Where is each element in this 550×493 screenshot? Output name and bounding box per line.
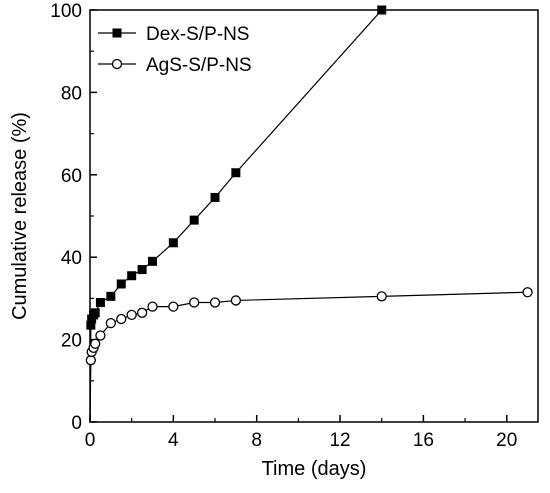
data-point	[90, 338, 101, 349]
data-point	[90, 308, 100, 318]
data-point	[147, 301, 158, 312]
data-point	[136, 307, 148, 318]
data-point	[85, 355, 96, 366]
data-point	[95, 298, 105, 308]
data-point	[168, 301, 179, 312]
y-tick-label: 80	[61, 83, 82, 104]
data-point	[105, 317, 116, 329]
data-point	[377, 5, 387, 15]
data-point	[376, 291, 387, 302]
data-point	[168, 238, 178, 248]
data-point	[189, 297, 200, 308]
data-point	[126, 309, 137, 321]
data-point	[106, 291, 116, 301]
x-tick-label: 8	[251, 430, 262, 451]
data-point	[116, 279, 126, 289]
legend-label: AgS-S/P-NS	[146, 55, 252, 76]
legend-item: Dex-S/P-NS	[98, 24, 249, 45]
y-tick-label: 0	[71, 413, 82, 434]
y-tick-label: 40	[61, 248, 82, 269]
y-axis: 0 20 40 60 80 100	[50, 1, 97, 434]
y-tick-label: 100	[50, 1, 82, 22]
data-point	[210, 192, 220, 202]
data-point	[522, 287, 533, 298]
x-tick-label: 12	[329, 430, 350, 451]
series-line	[89, 291, 528, 423]
data-point	[86, 320, 96, 330]
legend-marker	[111, 58, 123, 70]
data-point	[231, 168, 241, 178]
data-point	[230, 295, 242, 306]
data-point	[148, 256, 158, 266]
x-axis: 0 4 8 12 16 20	[85, 415, 517, 451]
y-tick-label: 60	[61, 166, 82, 187]
legend-label: Dex-S/P-NS	[146, 24, 249, 45]
data-point	[209, 297, 221, 308]
y-axis-title: Cumulative release (%)	[9, 112, 31, 320]
x-tick-label: 4	[168, 430, 179, 451]
data-point	[127, 271, 137, 281]
y-tick-label: 20	[61, 331, 82, 352]
series-layer	[85, 5, 533, 423]
series-0	[86, 5, 387, 423]
data-point	[137, 265, 147, 275]
data-point	[189, 215, 199, 225]
x-tick-label: 0	[85, 430, 96, 451]
series-1	[85, 287, 533, 423]
legend-item: AgS-S/P-NS	[98, 55, 252, 76]
x-tick-label: 20	[496, 430, 517, 451]
data-point	[116, 313, 127, 325]
data-point	[95, 330, 106, 341]
legend: Dex-S/P-NS AgS-S/P-NS	[98, 24, 252, 76]
x-axis-title: Time (days)	[262, 458, 367, 480]
legend-marker	[112, 28, 122, 38]
x-tick-label: 16	[413, 430, 434, 451]
